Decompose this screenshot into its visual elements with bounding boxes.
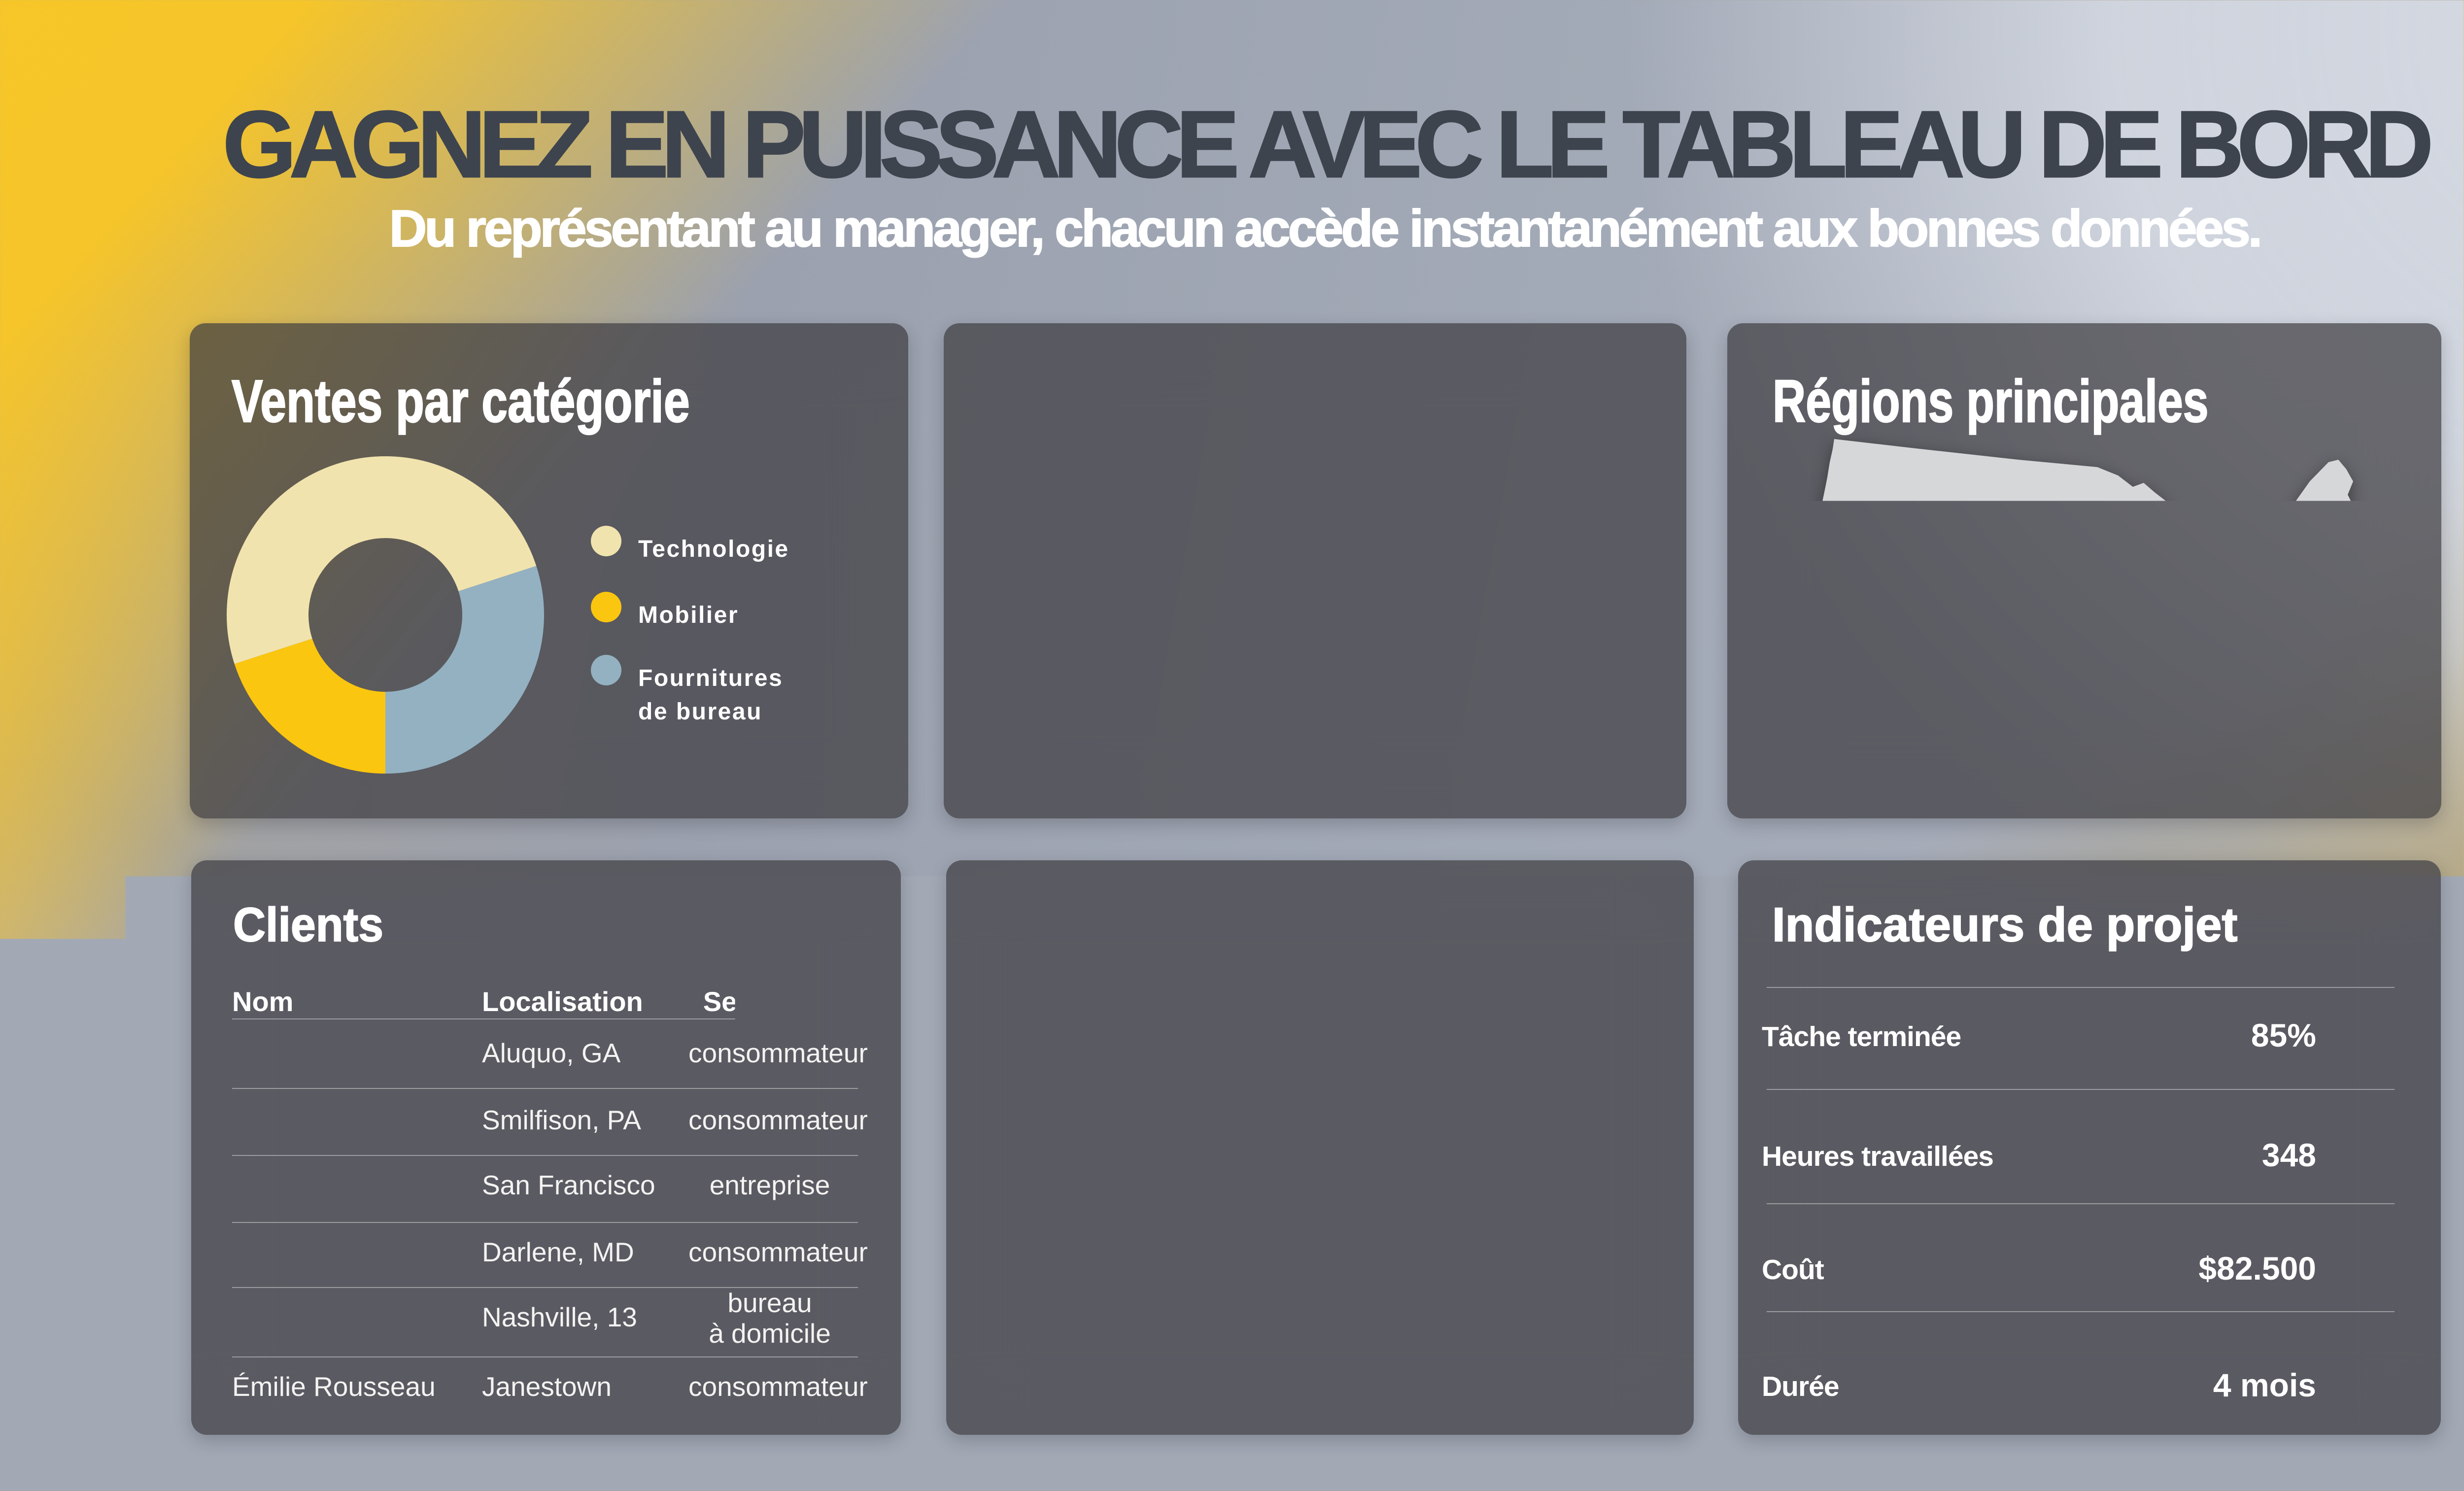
svg-text:80K: 80K (986, 1065, 1036, 1097)
svg-text:20K: 20K (986, 1217, 1036, 1248)
svg-text:100K: 100K (970, 989, 1036, 1021)
svg-text:40K: 40K (986, 1141, 1036, 1173)
svg-text:0: 0 (1020, 1292, 1036, 1324)
